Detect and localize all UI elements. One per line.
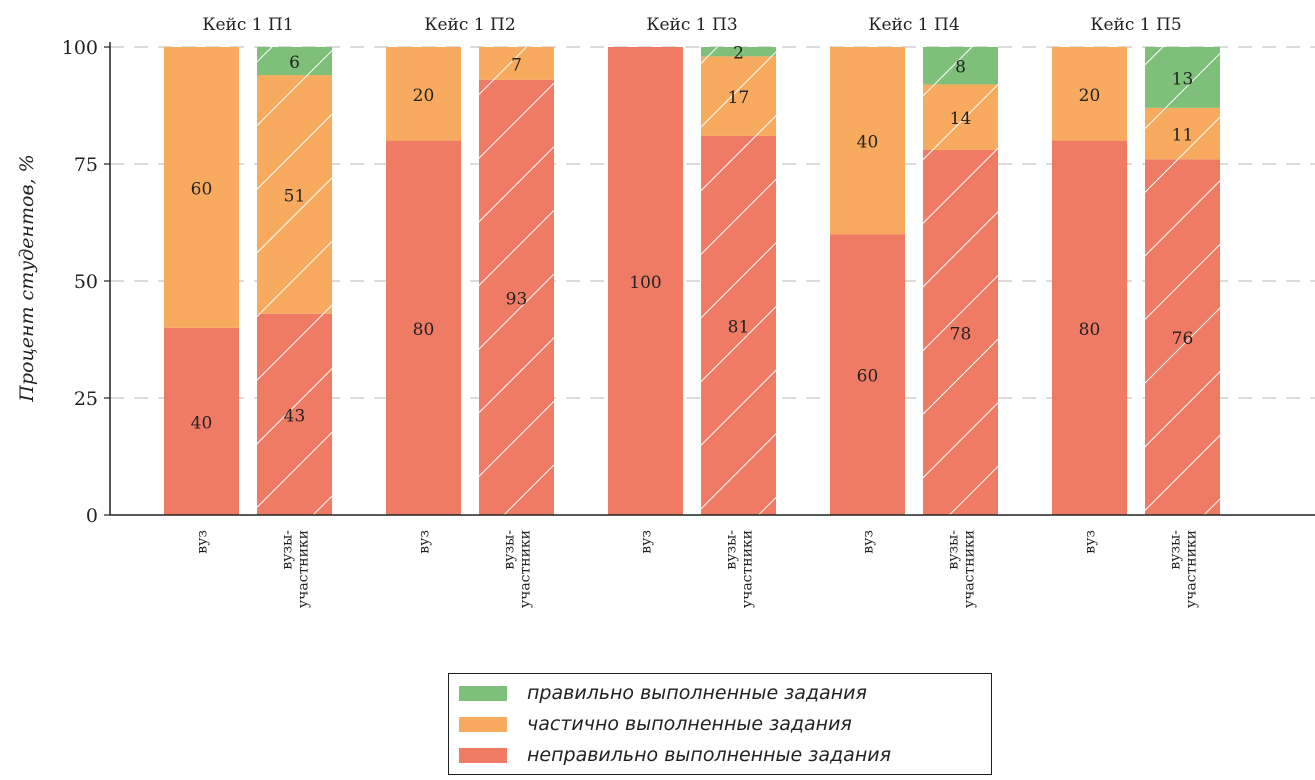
data-label: 11 (1172, 126, 1194, 146)
group-title: Кейс 1 П3 (646, 15, 737, 35)
data-label: 17 (728, 88, 750, 108)
bar-segment (608, 47, 683, 515)
bar-hatch (1145, 107, 1220, 160)
group-title: Кейс 1 П4 (868, 15, 959, 35)
bar-hatch (1145, 159, 1220, 515)
bar-segment (164, 327, 239, 515)
group-title: Кейс 1 П2 (424, 15, 515, 35)
data-label: 60 (191, 179, 213, 199)
axes: 0 25 50 75 100 Кейс 1 П1 вуз вузы-участники Кейс… (62, 15, 1315, 608)
data-label: 80 (413, 320, 435, 340)
x-tick-label: вузы-участники (280, 530, 312, 608)
bar-hatch (1145, 47, 1220, 108)
x-tick-label: вуз (639, 530, 655, 554)
x-tick-label: вузы-участники (946, 530, 978, 608)
data-label: 81 (728, 317, 750, 337)
legend-item: неправильно выполненные задания (459, 744, 891, 766)
bar-hatch (479, 79, 554, 515)
bar-segment (830, 234, 905, 515)
data-label: 2 (733, 44, 744, 64)
bar-segment (1052, 140, 1127, 515)
legend-item: правильно выполненные задания (459, 682, 867, 704)
bar-hatch (701, 47, 776, 57)
legend-label: правильно выполненные задания (527, 682, 867, 704)
data-label: 93 (506, 289, 528, 309)
data-label: 51 (284, 186, 306, 206)
y-tick-label: 25 (74, 388, 98, 410)
bar-hatch (923, 47, 998, 85)
data-label: 40 (191, 413, 213, 433)
x-tick-label: вуз (195, 530, 211, 554)
bar-hatch (923, 149, 998, 515)
stacked-bar-chart: 40 60 43 51 6 80 20 93 7 100 81 17 2 60 40 78 14 8 80 20 76 1… (16, 15, 1315, 608)
bar-hatch (701, 56, 776, 136)
x-tick-label: вуз (417, 530, 433, 554)
bars: 40 60 43 51 6 80 20 93 7 100 81 17 2 60 40 78 14 8 80 20 76 1… (164, 44, 1220, 516)
y-axis-label: Процент студентов, % (16, 154, 38, 402)
bar-segment (830, 47, 905, 235)
bar-segment (164, 47, 239, 328)
x-tick-label: вуз (861, 530, 877, 554)
data-label: 80 (1079, 320, 1101, 340)
bar-segment (1052, 47, 1127, 141)
legend-swatch (459, 747, 507, 763)
bar-segment (386, 140, 461, 515)
chart-legend: правильно выполненные задания частично вы… (448, 673, 992, 775)
data-label: 43 (284, 406, 306, 426)
x-tick-label: вуз (1083, 530, 1099, 554)
data-label: 7 (511, 55, 522, 75)
legend-item: частично выполненные задания (459, 713, 852, 735)
legend-label: частично выполненные задания (527, 713, 852, 735)
bar-hatch (257, 75, 332, 314)
group-title: Кейс 1 П5 (1090, 15, 1181, 35)
data-label: 60 (857, 367, 879, 387)
data-label: 76 (1172, 329, 1194, 349)
y-tick-label: 0 (86, 505, 98, 527)
bar-hatch (257, 47, 332, 76)
data-label: 13 (1172, 69, 1194, 89)
bar-hatch (923, 84, 998, 150)
data-label: 100 (629, 273, 661, 293)
y-tick-label: 100 (62, 37, 98, 59)
y-tick-label: 50 (74, 271, 98, 293)
data-label: 40 (857, 133, 879, 153)
legend-swatch (459, 685, 507, 701)
bar-hatch (701, 135, 776, 516)
x-tick-label: вузы-участники (724, 530, 756, 608)
data-label: 6 (289, 53, 300, 73)
group-title: Кейс 1 П1 (202, 15, 293, 35)
bar-hatch (479, 47, 554, 80)
data-label: 20 (1079, 86, 1101, 106)
data-label: 8 (955, 58, 966, 78)
bar-hatch (257, 313, 332, 515)
data-label: 20 (413, 86, 435, 106)
data-label: 14 (950, 109, 972, 129)
x-tick-label: вузы-участники (1168, 530, 1200, 608)
legend-swatch (459, 716, 507, 732)
y-tick-label: 75 (74, 154, 98, 176)
legend-label: неправильно выполненные задания (527, 744, 892, 766)
bar-segment (386, 47, 461, 141)
x-tick-label: вузы-участники (502, 530, 534, 608)
data-label: 78 (950, 324, 972, 344)
